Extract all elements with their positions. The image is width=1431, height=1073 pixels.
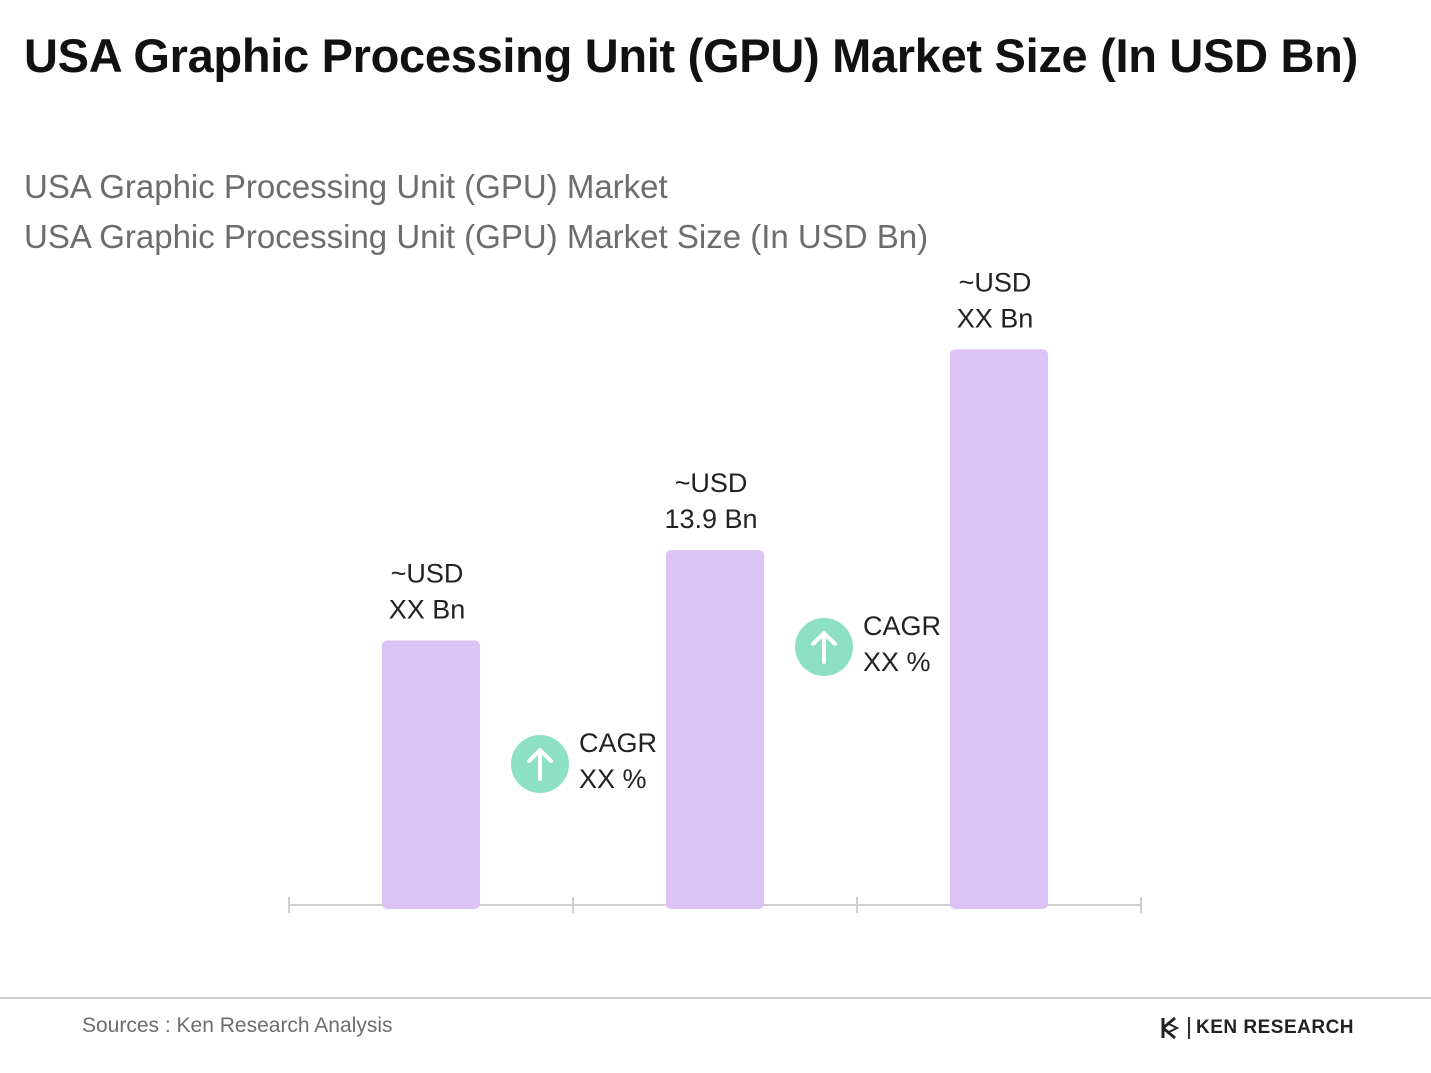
cagr-value: XX % bbox=[579, 764, 647, 794]
chart-title: USA Graphic Processing Unit (GPU) Market… bbox=[24, 29, 1358, 82]
cagr-label: CAGR bbox=[863, 611, 941, 641]
chart-subtitle-market: USA Graphic Processing Unit (GPU) Market bbox=[24, 168, 668, 205]
brand-logo: KEN RESEARCH bbox=[1160, 1016, 1354, 1040]
ken-research-logo-icon bbox=[1161, 1016, 1180, 1040]
arrow-up-glyph bbox=[527, 748, 553, 781]
brand-separator bbox=[1188, 1017, 1190, 1039]
source-note: Sources : Ken Research Analysis bbox=[82, 1014, 393, 1037]
bar bbox=[666, 550, 764, 909]
bar bbox=[382, 640, 480, 909]
bar-data-label: ~USD bbox=[391, 559, 464, 589]
bar-data-label: 13.9 Bn bbox=[664, 504, 757, 534]
bar-data-label: XX Bn bbox=[389, 595, 466, 625]
bar bbox=[950, 349, 1048, 909]
brand-name: KEN RESEARCH bbox=[1196, 1017, 1355, 1038]
cagr-label: CAGR bbox=[579, 728, 657, 758]
arrow-up-glyph bbox=[811, 631, 837, 664]
chart-subtitle-market-size: USA Graphic Processing Unit (GPU) Market… bbox=[24, 218, 929, 255]
cagr-value: XX % bbox=[863, 647, 931, 677]
bar-data-label: ~USD bbox=[959, 267, 1032, 297]
footer-divider bbox=[0, 997, 1431, 999]
bar-data-label: XX Bn bbox=[957, 303, 1034, 333]
cagr-badge: CAGR XX % bbox=[795, 611, 941, 677]
cagr-badge: CAGR XX % bbox=[511, 728, 657, 794]
bar-data-label: ~USD bbox=[675, 468, 748, 498]
